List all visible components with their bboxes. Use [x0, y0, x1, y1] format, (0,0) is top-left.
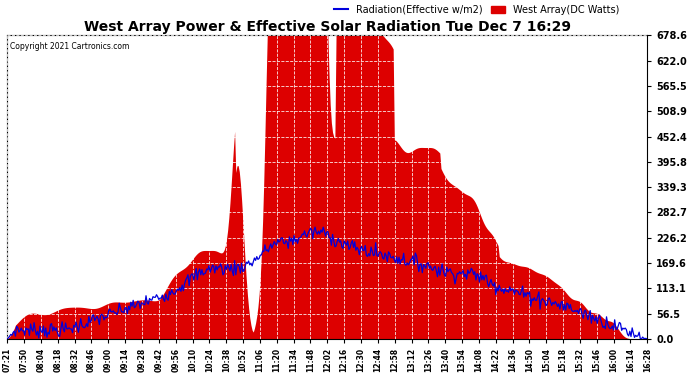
- Text: Copyright 2021 Cartronics.com: Copyright 2021 Cartronics.com: [10, 42, 130, 51]
- Title: West Array Power & Effective Solar Radiation Tue Dec 7 16:29: West Array Power & Effective Solar Radia…: [83, 20, 571, 34]
- Legend: Radiation(Effective w/m2), West Array(DC Watts): Radiation(Effective w/m2), West Array(DC…: [330, 1, 623, 19]
